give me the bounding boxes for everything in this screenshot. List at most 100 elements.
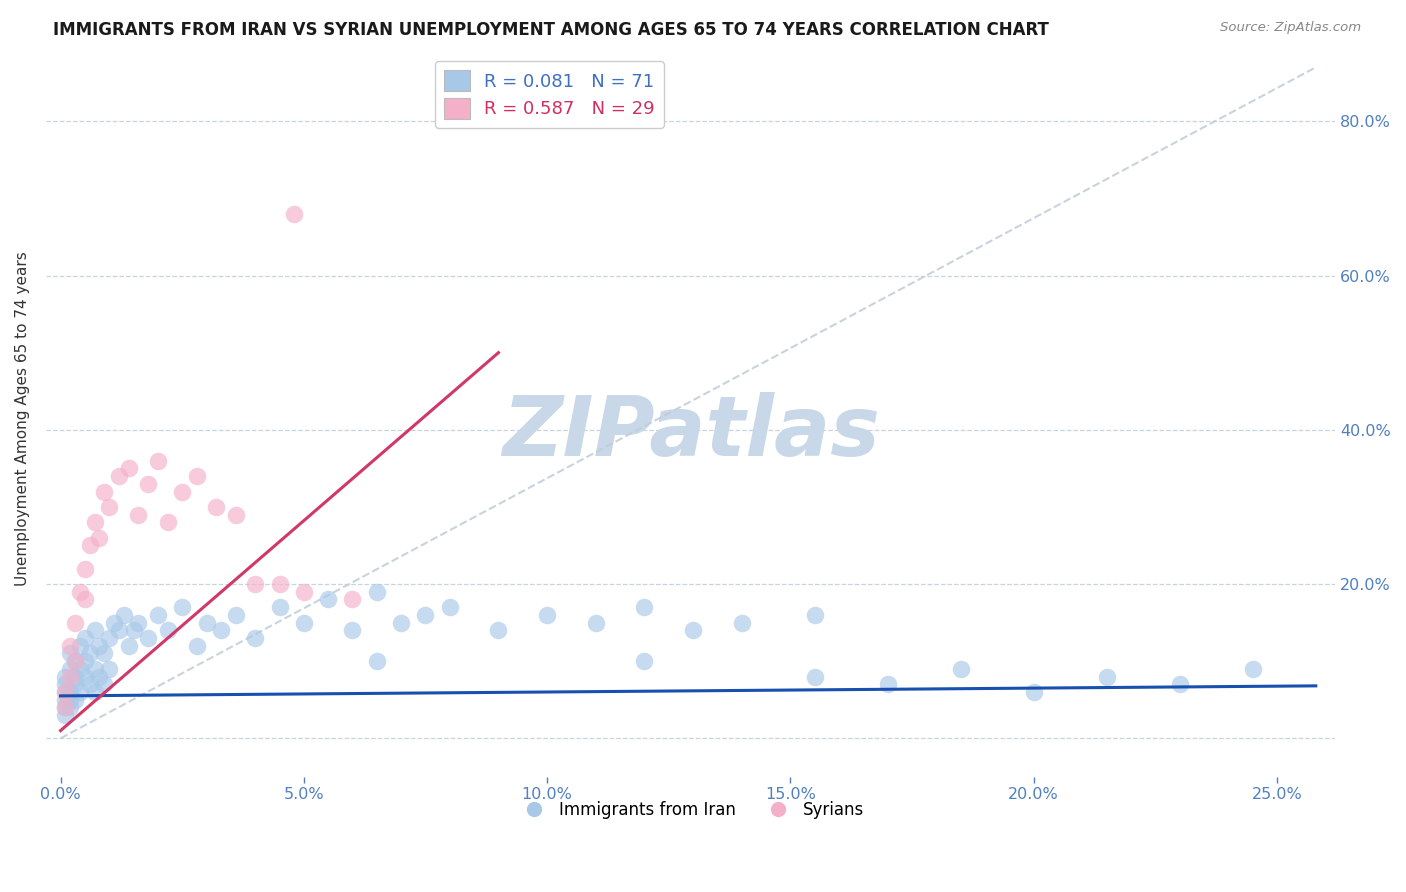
Point	[195, 615, 218, 630]
Point	[803, 670, 825, 684]
Point	[292, 615, 315, 630]
Point	[108, 469, 131, 483]
Point	[93, 484, 115, 499]
Point	[146, 453, 169, 467]
Point	[283, 207, 305, 221]
Point	[73, 654, 96, 668]
Point	[55, 700, 77, 714]
Point	[63, 654, 86, 668]
Point	[156, 516, 179, 530]
Point	[1095, 670, 1118, 684]
Point	[136, 631, 159, 645]
Point	[342, 592, 364, 607]
Point	[118, 639, 141, 653]
Point	[186, 639, 208, 653]
Point	[316, 592, 339, 607]
Point	[59, 639, 82, 653]
Point	[59, 685, 82, 699]
Point	[89, 531, 111, 545]
Point	[633, 600, 655, 615]
Point	[342, 624, 364, 638]
Point	[225, 508, 247, 522]
Point	[103, 615, 125, 630]
Point	[59, 662, 82, 676]
Point	[89, 670, 111, 684]
Point	[127, 615, 149, 630]
Point	[59, 670, 82, 684]
Text: IMMIGRANTS FROM IRAN VS SYRIAN UNEMPLOYMENT AMONG AGES 65 TO 74 YEARS CORRELATIO: IMMIGRANTS FROM IRAN VS SYRIAN UNEMPLOYM…	[53, 21, 1049, 38]
Point	[172, 600, 194, 615]
Text: ZIPatlas: ZIPatlas	[502, 392, 880, 473]
Point	[439, 600, 461, 615]
Point	[146, 607, 169, 622]
Point	[55, 677, 77, 691]
Text: Source: ZipAtlas.com: Source: ZipAtlas.com	[1220, 21, 1361, 34]
Point	[63, 615, 86, 630]
Point	[63, 670, 86, 684]
Point	[1241, 662, 1264, 676]
Point	[1022, 685, 1045, 699]
Point	[69, 584, 91, 599]
Point	[205, 500, 228, 514]
Point	[59, 647, 82, 661]
Point	[98, 500, 121, 514]
Point	[55, 700, 77, 714]
Point	[93, 677, 115, 691]
Point	[186, 469, 208, 483]
Y-axis label: Unemployment Among Ages 65 to 74 years: Unemployment Among Ages 65 to 74 years	[15, 251, 30, 586]
Point	[366, 584, 388, 599]
Point	[83, 624, 105, 638]
Point	[83, 662, 105, 676]
Point	[73, 561, 96, 575]
Point	[73, 592, 96, 607]
Legend: Immigrants from Iran, Syrians: Immigrants from Iran, Syrians	[510, 795, 870, 826]
Point	[225, 607, 247, 622]
Point	[55, 685, 77, 699]
Point	[55, 670, 77, 684]
Point	[69, 685, 91, 699]
Point	[682, 624, 704, 638]
Point	[1168, 677, 1191, 691]
Point	[127, 508, 149, 522]
Point	[73, 631, 96, 645]
Point	[83, 516, 105, 530]
Point	[118, 461, 141, 475]
Point	[79, 677, 101, 691]
Point	[79, 647, 101, 661]
Point	[488, 624, 510, 638]
Point	[83, 685, 105, 699]
Point	[59, 692, 82, 706]
Point	[63, 677, 86, 691]
Point	[209, 624, 232, 638]
Point	[269, 600, 291, 615]
Point	[633, 654, 655, 668]
Point	[73, 670, 96, 684]
Point	[243, 631, 266, 645]
Point	[876, 677, 898, 691]
Point	[803, 607, 825, 622]
Point	[59, 700, 82, 714]
Point	[69, 639, 91, 653]
Point	[585, 615, 607, 630]
Point	[415, 607, 437, 622]
Point	[63, 654, 86, 668]
Point	[55, 685, 77, 699]
Point	[122, 624, 145, 638]
Point	[731, 615, 754, 630]
Point	[55, 708, 77, 723]
Point	[55, 692, 77, 706]
Point	[79, 539, 101, 553]
Point	[69, 662, 91, 676]
Point	[292, 584, 315, 599]
Point	[136, 476, 159, 491]
Point	[156, 624, 179, 638]
Point	[89, 639, 111, 653]
Point	[269, 577, 291, 591]
Point	[172, 484, 194, 499]
Point	[243, 577, 266, 591]
Point	[98, 631, 121, 645]
Point	[93, 647, 115, 661]
Point	[98, 662, 121, 676]
Point	[63, 692, 86, 706]
Point	[389, 615, 412, 630]
